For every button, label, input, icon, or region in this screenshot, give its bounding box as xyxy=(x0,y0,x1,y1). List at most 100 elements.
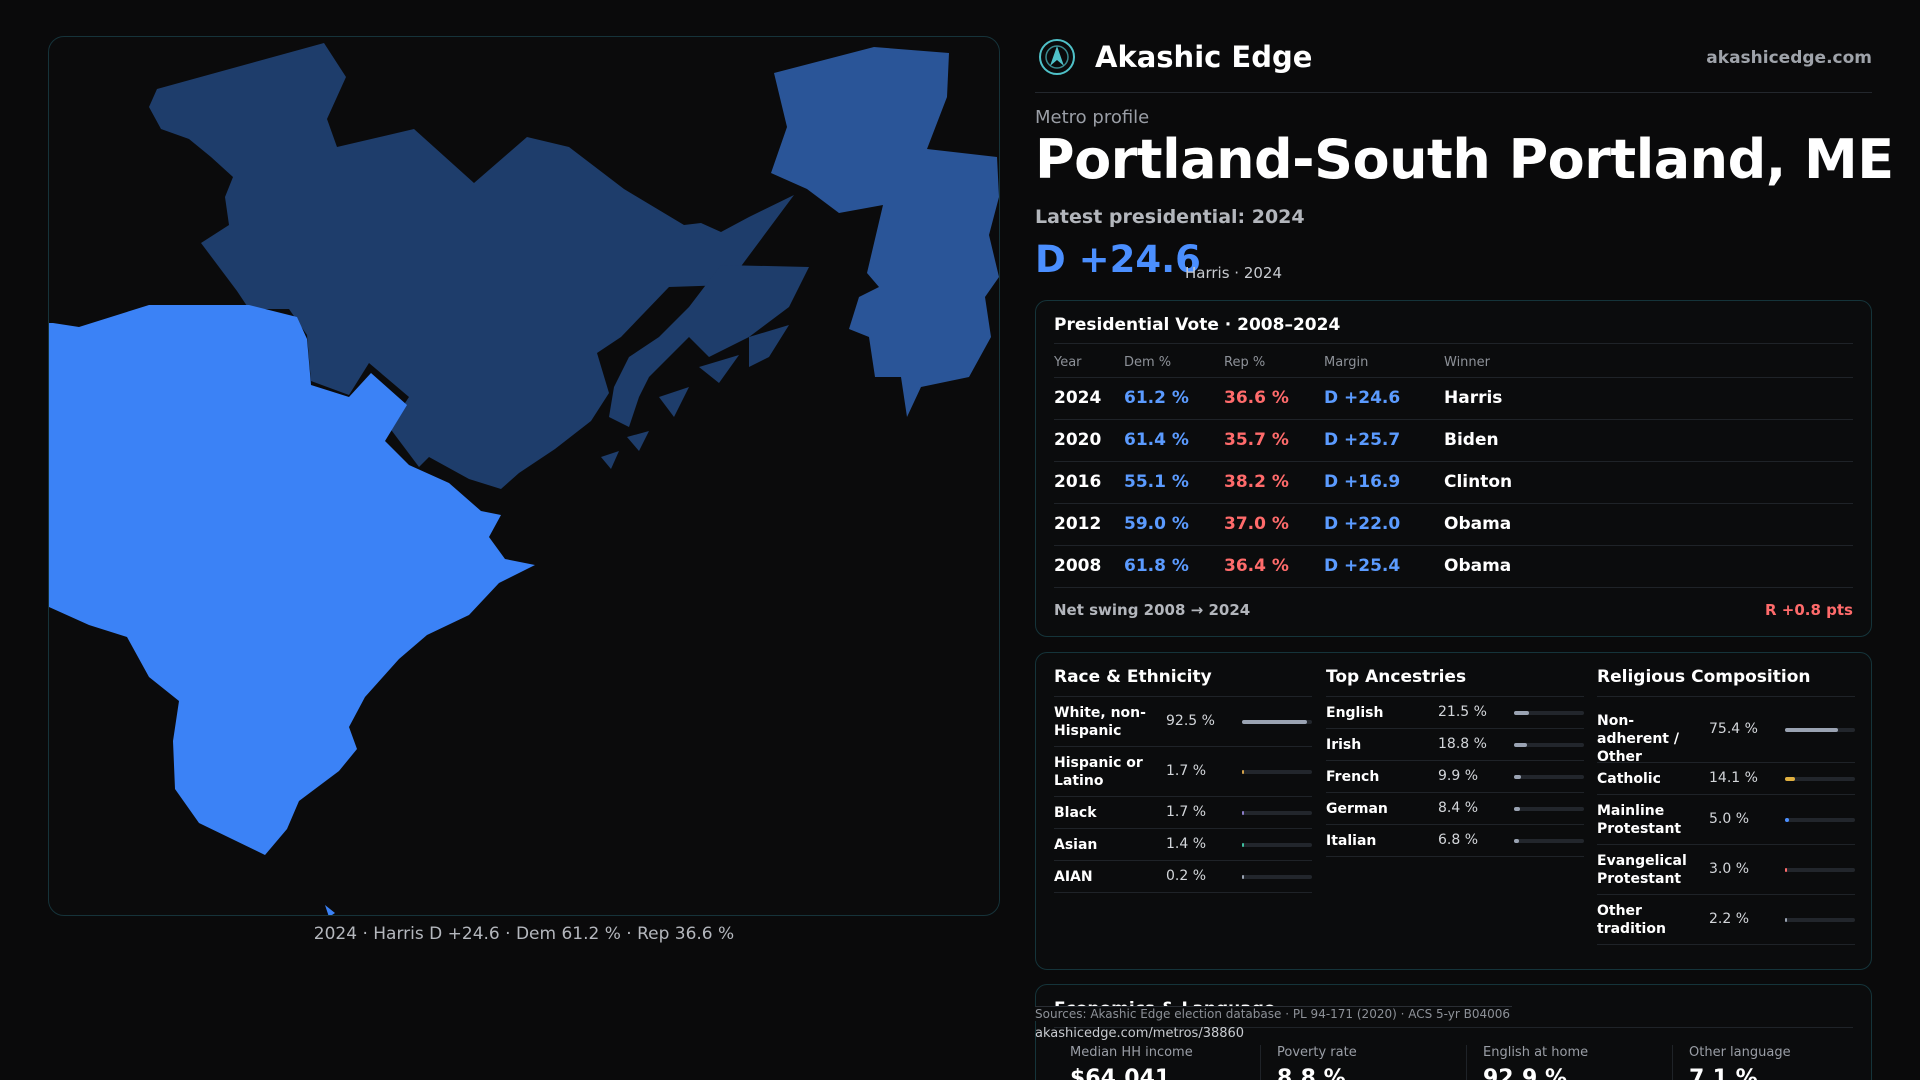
row-label: Other tradition xyxy=(1597,903,1666,937)
list-item: White, non-Hispanic 92.5 % xyxy=(1054,697,1312,747)
row-label: Asian xyxy=(1054,837,1098,853)
map-panel[interactable] xyxy=(48,36,1000,916)
table-row: 2016 55.1 % 38.2 % D +16.9 Clinton xyxy=(1054,461,1853,504)
col-dem: Dem % xyxy=(1124,349,1224,378)
list-item: German 8.4 % xyxy=(1326,793,1584,825)
latest-margin: D +24.6 xyxy=(1035,238,1201,281)
map-caption: 2024 · Harris D +24.6 · Dem 61.2 % · Rep… xyxy=(313,924,735,944)
row-percent: 2.2 % xyxy=(1709,911,1750,927)
cell-rep: 38.2 % xyxy=(1224,461,1324,504)
list-item: Asian 1.4 % xyxy=(1054,829,1312,861)
row-percent: 21.5 % xyxy=(1438,704,1487,720)
row-percent: 8.4 % xyxy=(1438,800,1479,816)
row-label: German xyxy=(1326,801,1388,817)
religion-title: Religious Composition xyxy=(1597,667,1855,697)
county-cumberland[interactable] xyxy=(149,43,794,489)
list-item: Italian 6.8 % xyxy=(1326,825,1584,857)
cell-year: 2024 xyxy=(1054,377,1124,420)
cell-rep: 35.7 % xyxy=(1224,419,1324,462)
cell-year: 2008 xyxy=(1054,545,1124,588)
row-label: Hispanic or Latino xyxy=(1054,755,1143,789)
row-percent: 6.8 % xyxy=(1438,832,1479,848)
county-sagadahoc[interactable] xyxy=(771,47,999,417)
list-item: French 9.9 % xyxy=(1326,761,1584,793)
cell-margin: D +25.4 xyxy=(1324,545,1444,588)
list-item: Hispanic or Latino 1.7 % xyxy=(1054,747,1312,797)
row-label: Mainline Protestant xyxy=(1597,803,1682,837)
page-title: Portland-South Portland, ME xyxy=(1035,128,1894,191)
stat-english-home: English at home 92.9 % xyxy=(1466,1045,1666,1080)
list-item: Black 1.7 % xyxy=(1054,797,1312,829)
row-label: English xyxy=(1326,705,1384,721)
net-swing-value: R +0.8 pts xyxy=(1765,601,1853,619)
race-ethnicity-section: Race & Ethnicity White, non-Hispanic 92.5… xyxy=(1054,667,1312,893)
row-bar xyxy=(1514,807,1584,811)
row-bar xyxy=(1785,777,1855,781)
row-bar xyxy=(1514,743,1584,747)
stat-value: 8.8 % xyxy=(1277,1066,1346,1080)
table-row: 2012 59.0 % 37.0 % D +22.0 Obama xyxy=(1054,503,1853,546)
row-bar-fill xyxy=(1242,720,1307,724)
county-map[interactable] xyxy=(49,37,1000,916)
row-bar xyxy=(1785,868,1855,872)
stat-median-income: Median HH income $64,041 xyxy=(1054,1045,1254,1080)
row-bar-fill xyxy=(1242,843,1244,847)
stat-poverty-rate: Poverty rate 8.8 % xyxy=(1260,1045,1460,1080)
cell-dem: 61.8 % xyxy=(1124,545,1224,588)
cell-rep: 36.4 % xyxy=(1224,545,1324,588)
cell-margin: D +24.6 xyxy=(1324,377,1444,420)
row-bar xyxy=(1514,775,1584,779)
row-percent: 1.7 % xyxy=(1166,804,1207,820)
cell-margin: D +16.9 xyxy=(1324,461,1444,504)
row-bar xyxy=(1514,839,1584,843)
stat-label: Poverty rate xyxy=(1277,1045,1357,1060)
latest-presidential-label: Latest presidential: 2024 xyxy=(1035,206,1305,228)
row-percent: 5.0 % xyxy=(1709,811,1750,827)
row-bar xyxy=(1514,711,1584,715)
table-row: 2020 61.4 % 35.7 % D +25.7 Biden xyxy=(1054,419,1853,462)
list-item: Non-adherent / Other 75.4 % xyxy=(1597,697,1855,765)
brand-domain-link[interactable]: akashicedge.com xyxy=(1706,48,1872,68)
cell-rep: 37.0 % xyxy=(1224,503,1324,546)
row-bar-fill xyxy=(1785,728,1838,732)
stat-label: English at home xyxy=(1483,1045,1589,1060)
row-bar-fill xyxy=(1242,770,1244,774)
row-bar xyxy=(1785,918,1855,922)
cell-dem: 59.0 % xyxy=(1124,503,1224,546)
eyebrow-label: Metro profile xyxy=(1035,107,1150,128)
county-york[interactable] xyxy=(49,305,535,855)
ancestry-section: Top Ancestries English 21.5 % Irish 18.8 % F… xyxy=(1326,667,1584,857)
row-percent: 14.1 % xyxy=(1709,770,1758,786)
page-url-link[interactable]: akashicedge.com/metros/38860 xyxy=(1035,1026,1245,1041)
row-percent: 0.2 % xyxy=(1166,868,1207,884)
cell-winner: Obama xyxy=(1444,503,1853,546)
cell-winner: Obama xyxy=(1444,545,1853,588)
county-york-fragment xyxy=(325,905,335,915)
cell-winner: Biden xyxy=(1444,419,1853,462)
sources-note: Sources: Akashic Edge election database … xyxy=(1035,1006,1513,1021)
row-bar-fill xyxy=(1242,875,1244,879)
cell-winner: Clinton xyxy=(1444,461,1853,504)
row-percent: 9.9 % xyxy=(1438,768,1479,784)
row-bar-fill xyxy=(1514,775,1521,779)
profile-column: Akashic Edge akashicedge.com Metro profi… xyxy=(1035,0,1894,1080)
presidential-table: Year Dem % Rep % Margin Winner 2024 61.2 … xyxy=(1054,349,1853,588)
row-bar xyxy=(1242,720,1312,724)
row-bar-fill xyxy=(1785,868,1788,872)
row-percent: 92.5 % xyxy=(1166,713,1215,729)
akashic-logo-icon xyxy=(1039,39,1075,75)
religion-section: Religious Composition Non-adherent / Oth… xyxy=(1597,667,1855,945)
col-margin: Margin xyxy=(1324,349,1444,378)
col-rep: Rep % xyxy=(1224,349,1324,378)
islands xyxy=(601,265,809,469)
cell-year: 2020 xyxy=(1054,419,1124,462)
row-bar xyxy=(1242,875,1312,879)
stat-value: 7.1 % xyxy=(1689,1066,1758,1080)
race-title: Race & Ethnicity xyxy=(1054,667,1312,697)
row-bar-fill xyxy=(1514,711,1530,715)
cell-year: 2012 xyxy=(1054,503,1124,546)
ancestry-title: Top Ancestries xyxy=(1326,667,1584,697)
brand-name: Akashic Edge xyxy=(1095,40,1313,74)
cell-dem: 55.1 % xyxy=(1124,461,1224,504)
stat-other-language: Other language 7.1 % xyxy=(1672,1045,1872,1080)
